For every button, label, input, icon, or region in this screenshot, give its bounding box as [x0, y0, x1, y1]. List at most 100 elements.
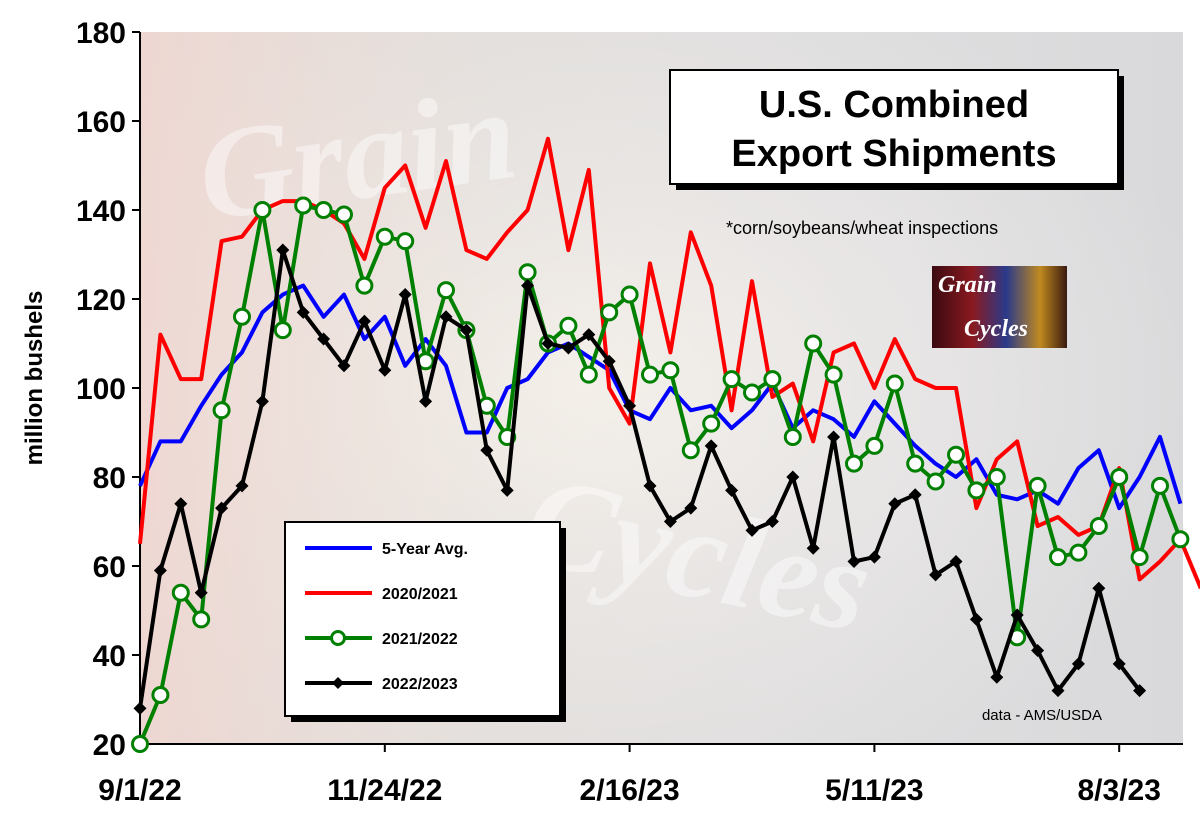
data-point [255, 394, 269, 408]
data-point [641, 365, 659, 384]
data-point [541, 337, 555, 350]
data-point [480, 443, 494, 457]
legend-label: 2020/2021 [382, 586, 458, 603]
data-point [437, 281, 455, 300]
data-point [1112, 657, 1126, 671]
data-point [582, 328, 596, 342]
y-tick-label: 60 [93, 551, 126, 584]
data-point [949, 555, 963, 569]
legend-item: 2020/2021 [305, 586, 458, 603]
x-tick-label: 5/11/23 [825, 774, 923, 807]
chart-title-line1: U.S. Combined [759, 84, 1029, 126]
chart-subtitle: *corn/soybeans/wheat inspections [726, 218, 998, 238]
series-line [138, 283, 1183, 511]
grain-cycles-logo: Grain Cycles [932, 266, 1067, 348]
data-point [439, 310, 453, 324]
data-point [194, 586, 208, 600]
data-point [1031, 644, 1045, 658]
data-point [518, 263, 537, 282]
data-point [969, 612, 983, 626]
data-point [888, 497, 902, 511]
series-3 [133, 243, 1147, 715]
data-point [1049, 548, 1067, 567]
data-point [643, 479, 657, 493]
data-point [987, 468, 1006, 486]
data-point [661, 361, 680, 380]
legend-item: 2022/2023 [305, 676, 458, 693]
data-point [847, 555, 861, 569]
data-point [559, 316, 578, 335]
x-axis-ticks: 9/1/22 11/24/22 2/16/23 5/11/23 8/3/23 [98, 744, 1161, 807]
data-point [824, 365, 843, 384]
data-point [704, 439, 718, 453]
data-point [151, 686, 170, 705]
data-point [521, 279, 535, 293]
data-point [419, 394, 433, 408]
data-point [131, 735, 149, 753]
data-point [806, 541, 820, 555]
x-tick-label: 9/1/22 [98, 774, 181, 807]
legend-label: 5-Year Avg. [382, 541, 468, 558]
y-tick-label: 120 [76, 284, 126, 317]
data-point [663, 515, 677, 528]
data-point [212, 401, 231, 420]
data-point [459, 323, 473, 337]
series-line [138, 203, 1183, 745]
data-point [1010, 608, 1024, 622]
legend-item: 5-Year Avg. [305, 541, 468, 558]
x-tick-label: 11/24/22 [327, 774, 442, 807]
data-point [865, 436, 884, 455]
y-axis-label: million bushels [21, 291, 48, 466]
series-0 [138, 283, 1183, 511]
data-point [926, 472, 945, 491]
logo-background [932, 266, 1067, 348]
y-tick-label: 80 [93, 462, 126, 495]
data-point [296, 305, 310, 319]
data-point [174, 497, 188, 511]
series-2 [131, 196, 1190, 753]
data-point [215, 501, 229, 515]
series-layer [131, 136, 1200, 753]
legend: 5-Year Avg. 2020/2021 2021/2022 2022/2023 [284, 521, 566, 722]
data-point [355, 276, 374, 295]
data-point [804, 334, 823, 353]
data-point [396, 232, 415, 251]
data-point [1171, 530, 1190, 549]
data-point [1133, 684, 1147, 698]
data-point [500, 483, 514, 497]
data-point [1151, 476, 1169, 495]
y-axis-ticks: 20 40 60 80 100 120 140 160 180 [76, 17, 140, 762]
data-point [947, 445, 965, 464]
data-point [684, 501, 698, 515]
data-point [133, 701, 147, 715]
data-point [867, 550, 881, 564]
data-source: data - AMS/USDA [982, 707, 1102, 724]
legend-item: 2021/2022 [305, 630, 458, 648]
data-point [722, 370, 741, 389]
data-point [1051, 684, 1065, 698]
data-point [845, 454, 863, 473]
data-point [233, 307, 251, 326]
data-point [967, 481, 986, 500]
data-point [276, 243, 290, 257]
logo-line2: Cycles [964, 316, 1028, 342]
title-box-frame [669, 69, 1119, 185]
data-point [623, 399, 637, 413]
data-point [253, 201, 272, 219]
data-point [885, 374, 904, 393]
y-tick-label: 160 [76, 106, 126, 139]
data-point [600, 303, 619, 322]
data-point [681, 441, 700, 460]
data-point [153, 563, 167, 577]
y-tick-label: 180 [76, 17, 126, 50]
data-point [235, 479, 249, 493]
data-point [990, 670, 1004, 684]
data-point [337, 359, 351, 373]
data-point [335, 205, 353, 224]
data-point [702, 414, 721, 433]
data-point [1089, 516, 1108, 535]
data-point [1069, 543, 1088, 562]
data-point [743, 383, 761, 402]
data-point [1110, 468, 1129, 486]
